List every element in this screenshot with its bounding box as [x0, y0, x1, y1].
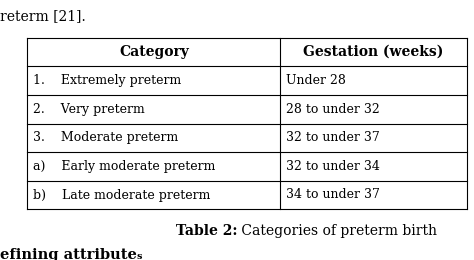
Text: 28 to under 32: 28 to under 32: [286, 103, 380, 116]
Text: 3.    Moderate preterm: 3. Moderate preterm: [33, 131, 178, 144]
Text: Categories of preterm birth: Categories of preterm birth: [237, 224, 437, 238]
Text: Under 28: Under 28: [286, 74, 346, 87]
Text: a)    Early moderate preterm: a) Early moderate preterm: [33, 160, 216, 173]
Text: Table 2:: Table 2:: [175, 224, 237, 238]
Text: Category: Category: [119, 45, 189, 59]
Text: efining attributeₛ: efining attributeₛ: [0, 248, 143, 260]
Text: b)    Late moderate preterm: b) Late moderate preterm: [33, 188, 210, 202]
Text: 2.    Very preterm: 2. Very preterm: [33, 103, 145, 116]
Text: 32 to under 37: 32 to under 37: [286, 131, 380, 144]
Text: reterm [21].: reterm [21].: [0, 9, 86, 23]
Text: 32 to under 34: 32 to under 34: [286, 160, 380, 173]
Text: 1.    Extremely preterm: 1. Extremely preterm: [33, 74, 182, 87]
Text: Gestation (weeks): Gestation (weeks): [303, 45, 444, 59]
Text: 34 to under 37: 34 to under 37: [286, 188, 380, 202]
